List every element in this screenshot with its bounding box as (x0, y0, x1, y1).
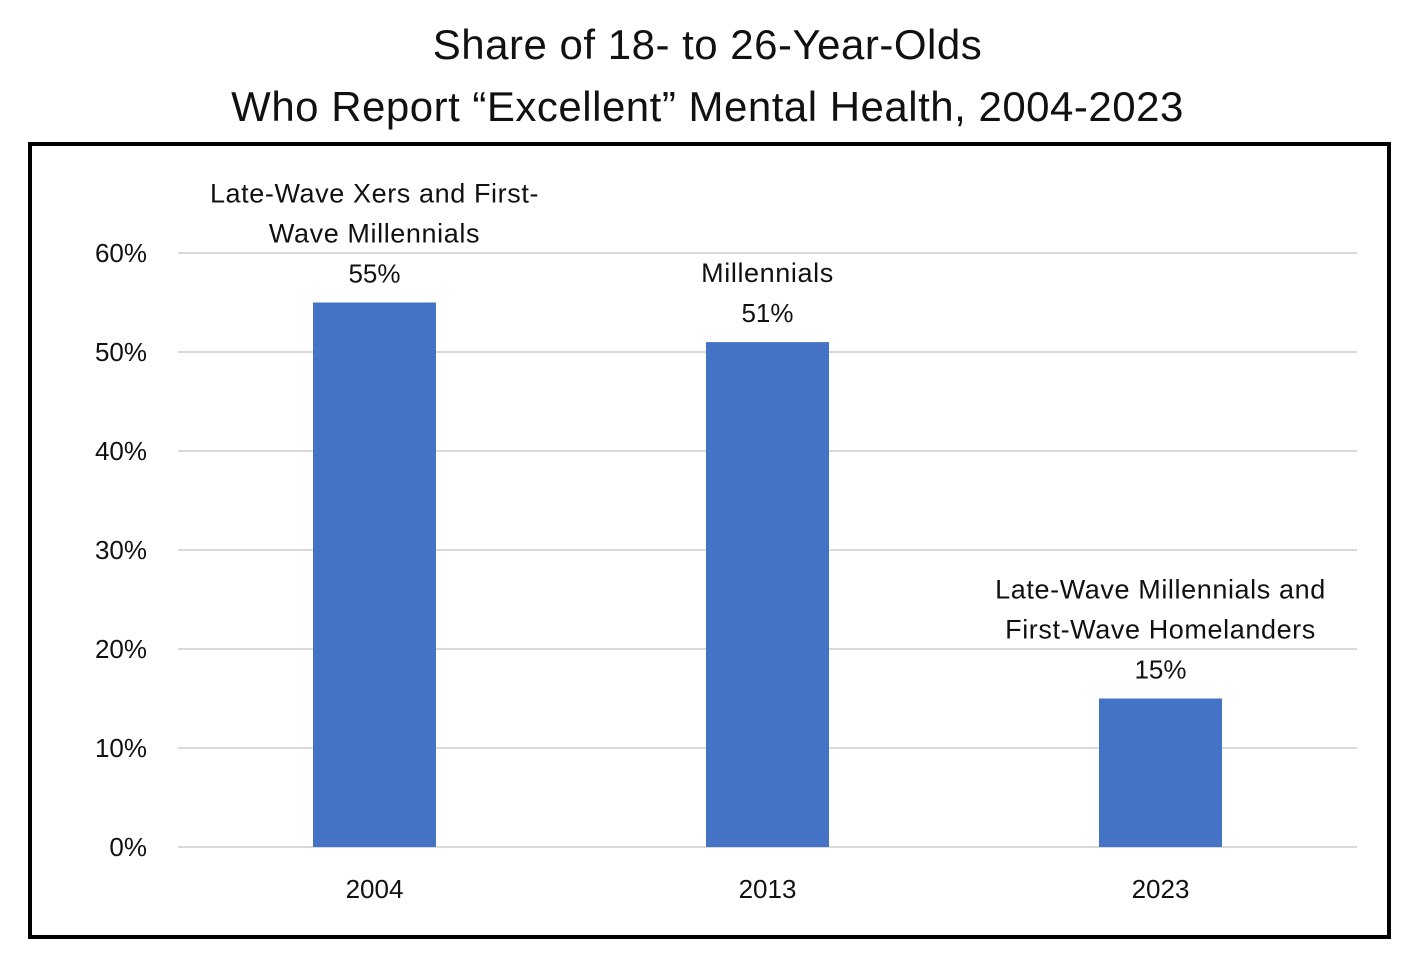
generation-annotation: Late-Wave Millennials and (995, 575, 1326, 605)
data-label: 55% (348, 259, 400, 289)
generation-annotation: Late-Wave Xers and First- (210, 179, 539, 209)
y-tick-label: 10% (95, 733, 147, 763)
bar-2013 (706, 342, 829, 847)
generation-annotation: Millennials (701, 258, 834, 288)
y-tick-label: 60% (95, 238, 147, 268)
chart-title: Share of 18- to 26-Year-Olds Who Report … (0, 14, 1415, 138)
generation-annotation: First-Wave Homelanders (1005, 615, 1316, 645)
y-tick-label: 20% (95, 634, 147, 664)
y-tick-label: 0% (109, 832, 147, 862)
chart-title-line-1: Share of 18- to 26-Year-Olds (432, 21, 983, 68)
generation-annotation: Wave Millennials (269, 219, 480, 249)
bar-2023 (1099, 698, 1222, 847)
x-tick-label: 2023 (1132, 874, 1190, 904)
y-tick-label: 50% (95, 337, 147, 367)
chart-frame (28, 142, 1391, 939)
data-label: 51% (741, 298, 793, 328)
y-tick-label: 40% (95, 436, 147, 466)
x-tick-label: 2004 (346, 874, 404, 904)
data-label: 15% (1134, 655, 1186, 685)
y-tick-label: 30% (95, 535, 147, 565)
chart-title-line-2: Who Report “Excellent” Mental Health, 20… (231, 83, 1184, 130)
x-tick-label: 2013 (739, 874, 797, 904)
bar-2004 (313, 302, 436, 847)
